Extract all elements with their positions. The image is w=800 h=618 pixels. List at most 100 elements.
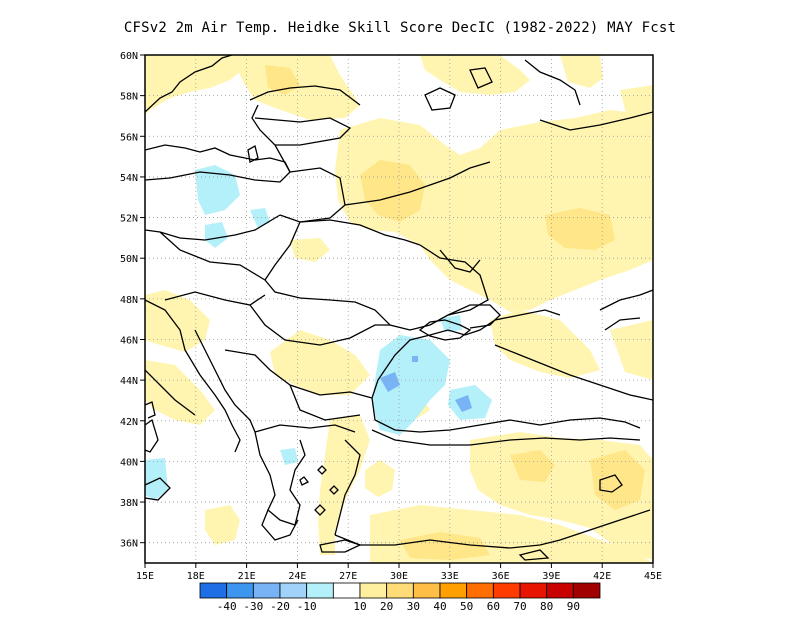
colorbar-swatch	[306, 582, 334, 599]
shade-anatolia-east	[590, 450, 645, 510]
lat-tick-label: 36N	[120, 539, 138, 550]
longitude-labels: 15E 18E 21E 24E 27E 30E 33E 36E 39E 42E 45E	[136, 571, 662, 582]
lon-tick-label: 39E	[542, 571, 560, 582]
shade-dnieper	[290, 238, 330, 262]
gotland	[247, 145, 259, 163]
shade-slovakia-neg	[250, 208, 270, 228]
colorbar-label: 90	[567, 600, 580, 613]
gridlines	[145, 55, 653, 563]
shade-sea-blue-dot	[412, 356, 418, 362]
colorbar-label: -10	[297, 600, 317, 613]
colorbar-label: -20	[270, 600, 290, 613]
baltic-coast	[145, 144, 291, 173]
tick-marks	[140, 54, 654, 568]
colorbar-label: 40	[433, 600, 446, 613]
lat-tick-label: 54N	[120, 173, 138, 184]
colorbar-swatch	[386, 582, 414, 599]
lat-tick-label: 38N	[120, 498, 138, 509]
shade-greece-west	[205, 505, 240, 545]
lat-tick-label: 56N	[120, 132, 138, 143]
lon-tick-label: 45E	[644, 571, 662, 582]
crete	[319, 539, 362, 553]
shade-caspian-west	[610, 320, 653, 380]
colorbar-swatch	[199, 582, 228, 599]
cyprus	[518, 549, 550, 561]
colorbar-swatch	[412, 582, 441, 599]
shade-scandinavia	[145, 55, 240, 115]
shade-aegean-south	[318, 415, 370, 555]
colorbar-label: -40	[217, 600, 237, 613]
sardinia	[145, 418, 159, 453]
carpathians	[159, 231, 266, 281]
russia-west	[344, 161, 491, 206]
shade-greece-neg	[280, 448, 298, 465]
colorbar-swatch	[252, 582, 281, 599]
colorbar-swatch	[546, 582, 574, 599]
lake-van	[599, 474, 623, 493]
lon-tick-label: 27E	[339, 571, 357, 582]
volga-river	[439, 249, 481, 273]
lake-onega	[469, 67, 493, 89]
shade-turkey-blue	[455, 395, 472, 412]
colorbar	[199, 582, 601, 599]
lat-tick-label: 46N	[120, 335, 138, 346]
aegean-islands-4	[299, 476, 310, 486]
lat-tick-label: 42N	[120, 417, 138, 428]
caucasus	[494, 344, 653, 401]
colorbar-label: -30	[243, 600, 263, 613]
colorbar-label: 60	[487, 600, 500, 613]
shade-volga	[545, 208, 615, 250]
azov	[447, 304, 501, 329]
shade-black-sea-ne	[490, 310, 600, 378]
volga-delta	[604, 317, 641, 331]
colorbar-labels: -40 -30 -20 -10 10 20 30 40 50 60 70 80 90	[217, 600, 580, 613]
shade-aegean-mid	[365, 460, 395, 497]
lat-tick-label: 58N	[120, 92, 138, 103]
lat-tick-label: 60N	[120, 51, 138, 62]
lake-ladoga	[424, 87, 456, 111]
turkey-north	[371, 429, 641, 446]
lon-tick-label: 21E	[238, 571, 256, 582]
crimea	[418, 319, 472, 341]
shade-central-russia	[335, 110, 653, 312]
corsica	[145, 401, 156, 419]
russia-east	[539, 111, 653, 131]
shade-moscow-region	[360, 160, 425, 222]
scandinavia-coast	[145, 55, 233, 113]
lat-tick-label: 52N	[120, 214, 138, 225]
aegean-islands-3	[314, 504, 326, 516]
turkey-south	[334, 534, 561, 549]
lat-tick-label: 50N	[120, 254, 138, 265]
shade-ne-russia	[560, 55, 603, 88]
shade-adriatic	[145, 360, 215, 425]
colorbar-label: 30	[407, 600, 420, 613]
latitude-labels: 36N 38N 40N 42N 44N 46N 48N 50N 52N 54N 56N 58N 60N	[120, 51, 138, 550]
colorbar-swatch	[572, 582, 601, 599]
lon-tick-label: 42E	[593, 571, 611, 582]
lon-tick-label: 24E	[288, 571, 306, 582]
caspian	[599, 289, 653, 311]
ukraine-east	[419, 244, 489, 316]
colorbar-swatch	[226, 582, 254, 599]
black-sea	[371, 309, 641, 433]
aegean-islands-2	[329, 485, 339, 495]
lon-tick-label: 18E	[187, 571, 205, 582]
colorbar-swatch	[332, 582, 361, 599]
colorbar-label: 70	[513, 600, 526, 613]
colorbar-label: 80	[540, 600, 553, 613]
shade-poland-neg	[195, 165, 240, 215]
lon-tick-label: 33E	[441, 571, 459, 582]
hungary	[164, 291, 266, 306]
lat-tick-label: 48N	[120, 295, 138, 306]
sicily	[145, 477, 171, 501]
lat-tick-label: 40N	[120, 457, 138, 468]
turkey-west	[334, 439, 361, 536]
shade-crimea-neg	[440, 315, 462, 332]
colorbar-swatch	[519, 582, 548, 599]
greece-north	[254, 424, 356, 433]
shade-italy-north	[145, 290, 210, 352]
syria	[559, 509, 651, 541]
shade-poland-neg-2	[205, 222, 228, 248]
coastlines-borders	[145, 55, 653, 561]
